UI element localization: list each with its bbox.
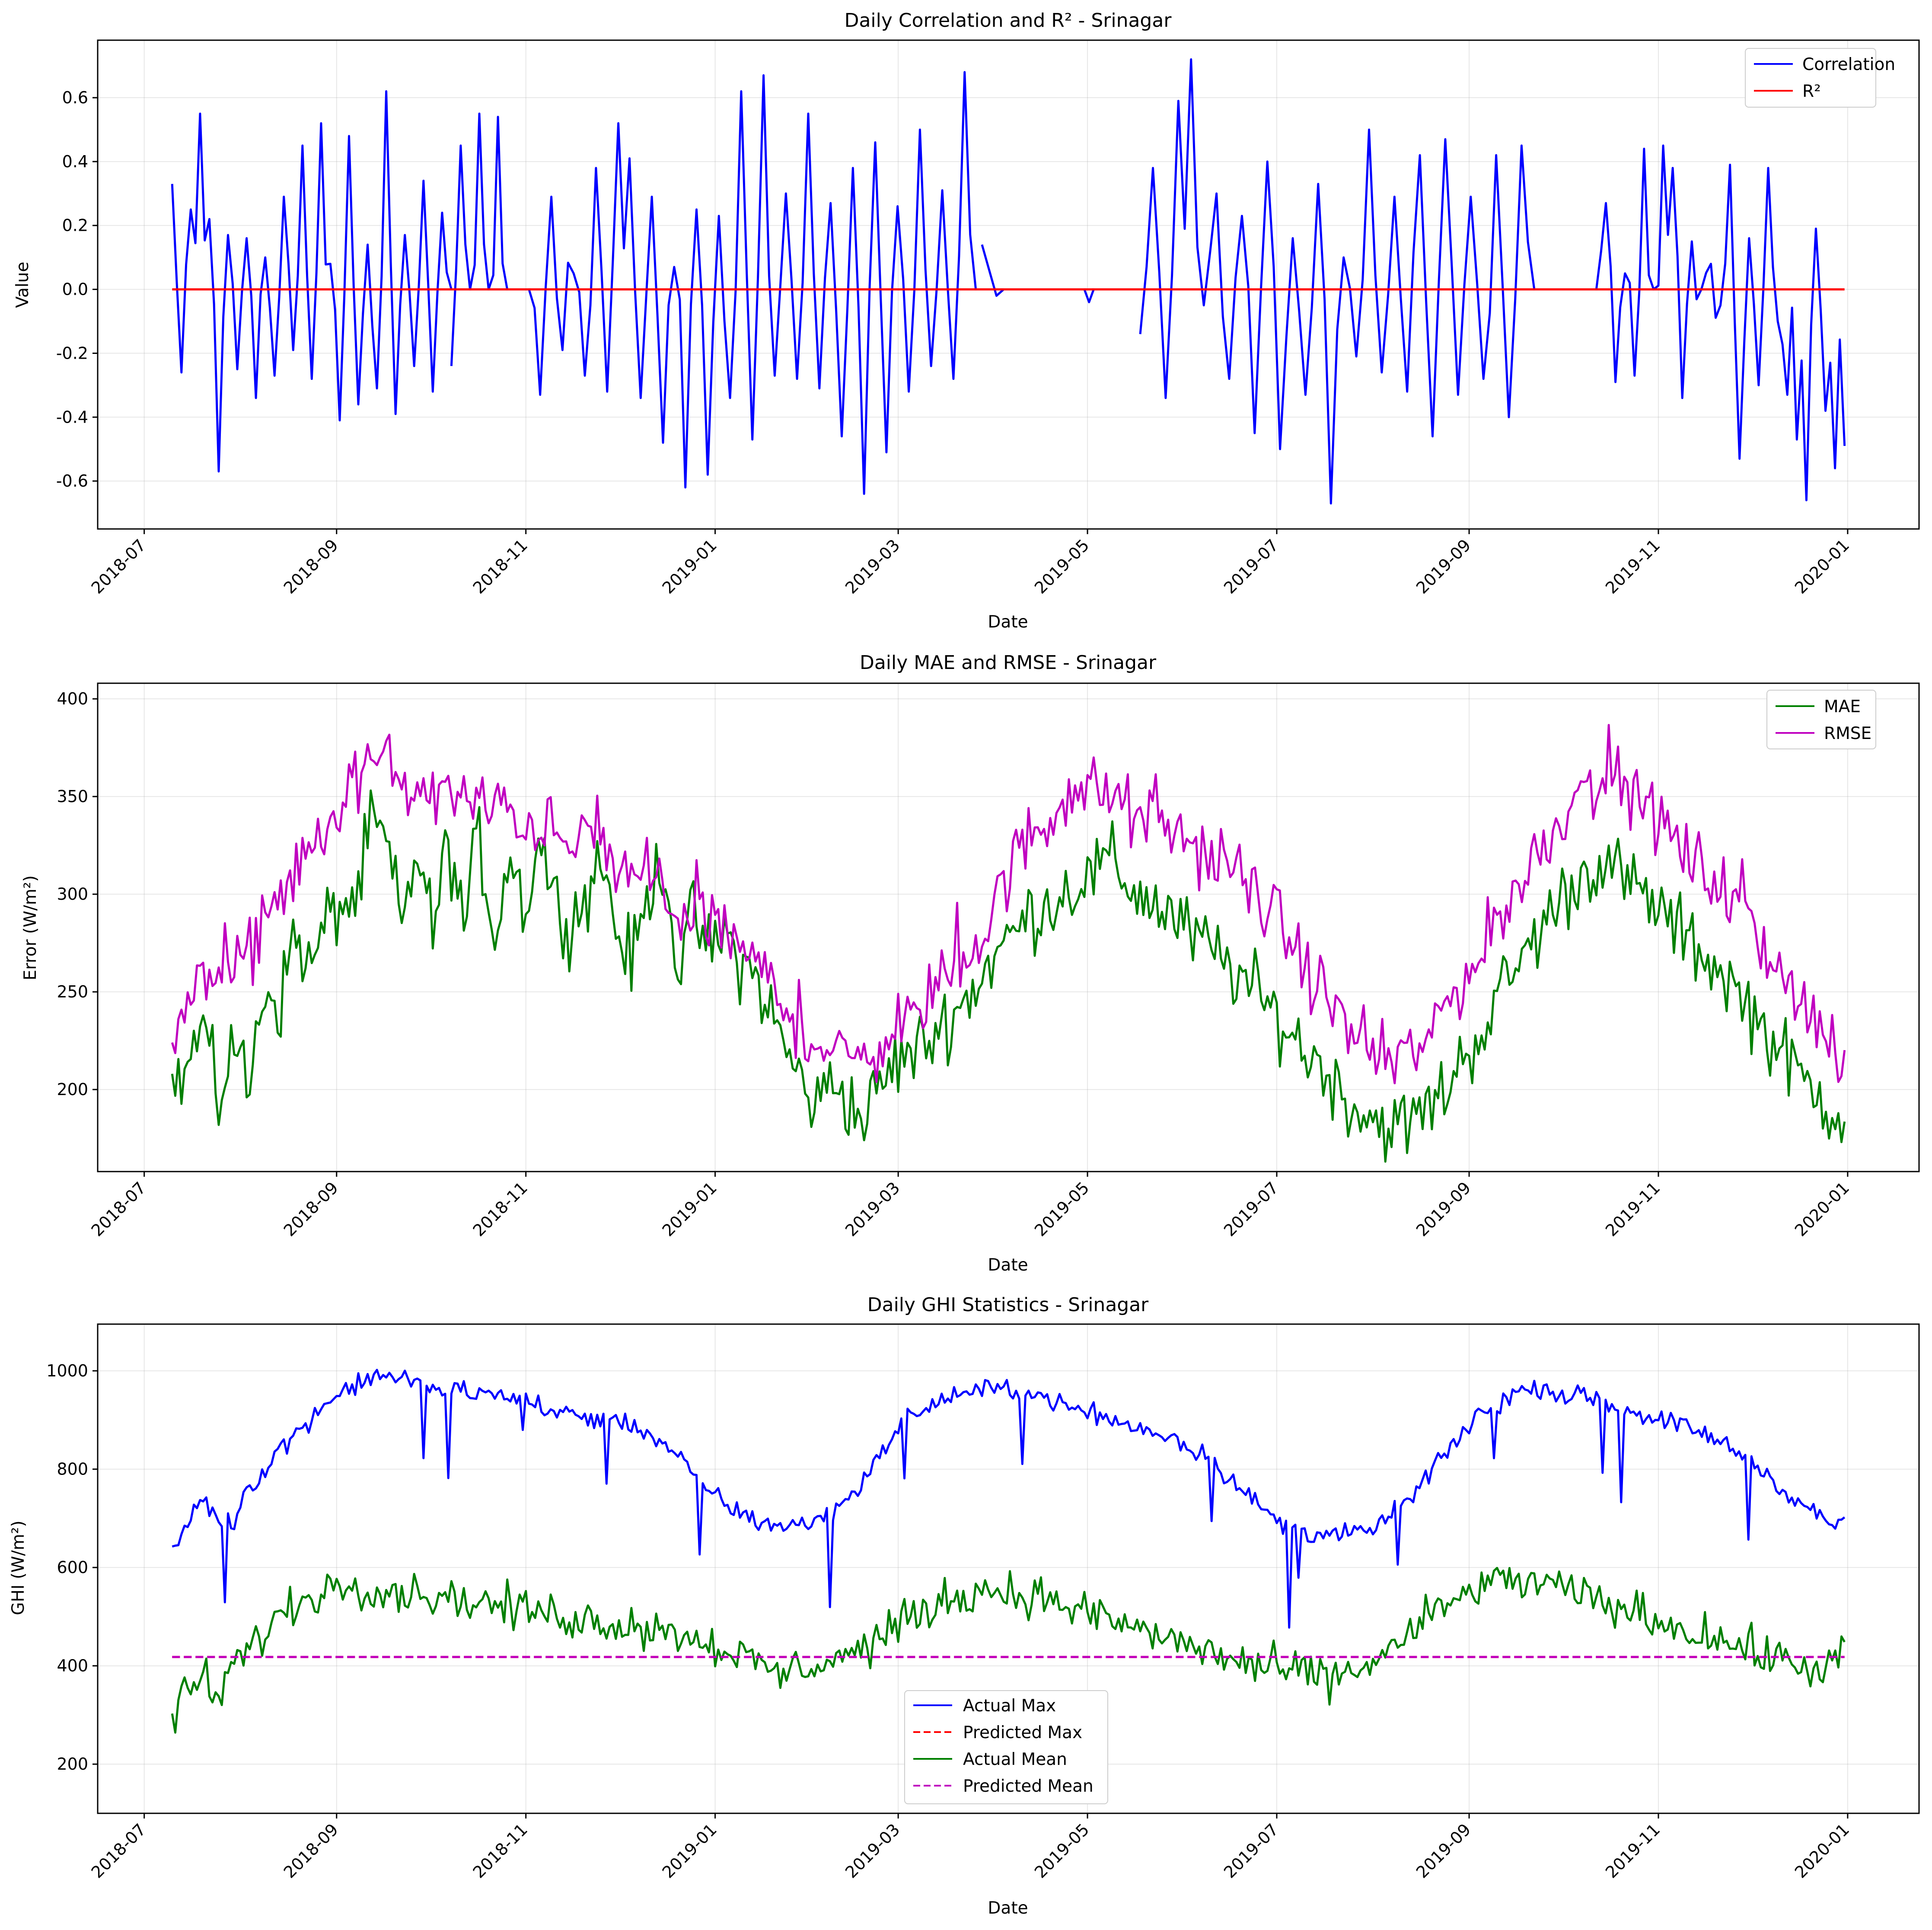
y-tick-label: 800 xyxy=(57,1460,88,1479)
series-RMSE xyxy=(171,724,1846,1084)
x-axis-label: Date xyxy=(988,612,1028,632)
legend-label: Correlation xyxy=(1802,55,1895,74)
series-line xyxy=(1083,289,1095,303)
y-tick-label: 250 xyxy=(57,982,88,1001)
legend-box xyxy=(904,1690,1108,1804)
y-axis-label: GHI (W/m²) xyxy=(9,1520,28,1615)
plot-frame xyxy=(97,39,1920,530)
legend-box xyxy=(1766,690,1876,749)
y-tick-label: 300 xyxy=(57,885,88,904)
series-line xyxy=(171,724,1846,1084)
series-Correlation xyxy=(171,58,1846,505)
y-tick-label: 200 xyxy=(57,1755,88,1774)
legend: MAE RMSE xyxy=(1766,690,1876,749)
x-axis-label: Date xyxy=(988,1255,1028,1275)
y-tick-label: 0.4 xyxy=(62,152,88,171)
legend-label: RMSE xyxy=(1824,724,1871,743)
series-line xyxy=(171,789,1846,1163)
series-line xyxy=(528,71,977,495)
series-line xyxy=(171,90,453,473)
y-tick-label: -0.2 xyxy=(56,344,88,363)
x-axis-label: Date xyxy=(988,1898,1028,1918)
series-line xyxy=(171,1567,1846,1734)
series-MAE xyxy=(171,789,1846,1163)
series-line xyxy=(450,112,509,366)
series-line xyxy=(172,1369,1846,1629)
y-tick-label: 0.2 xyxy=(62,216,88,235)
legend-label: Actual Max xyxy=(963,1696,1056,1716)
y-tick-label: 400 xyxy=(57,1656,88,1675)
legend-label: MAE xyxy=(1824,697,1861,717)
y-tick-label: 400 xyxy=(57,689,88,708)
series-Actual Max xyxy=(172,1369,1846,1629)
legend: Correlation R² xyxy=(1745,48,1895,108)
legend-label: R² xyxy=(1802,82,1821,101)
series-line xyxy=(1595,144,1846,501)
y-axis-label: Value xyxy=(13,261,32,308)
y-tick-label: 0.0 xyxy=(62,280,88,299)
chart-title: Daily MAE and RMSE - Srinagar xyxy=(860,652,1157,674)
legend-label: Actual Mean xyxy=(963,1750,1067,1769)
legend: Actual Max Predicted Max Actual Mean Pre… xyxy=(904,1690,1108,1804)
y-axis-label: Error (W/m²) xyxy=(21,875,40,980)
legend-label: Predicted Mean xyxy=(963,1777,1094,1796)
series-line xyxy=(1139,58,1536,505)
y-tick-label: -0.4 xyxy=(56,408,88,427)
y-tick-label: 1000 xyxy=(46,1361,88,1380)
chart-title: Daily Correlation and R² - Srinagar xyxy=(845,10,1172,32)
panel-mae-rmse: Daily MAE and RMSE - Srinagar Error (W/m… xyxy=(21,652,1157,1275)
panel-ghi: Daily GHI Statistics - Srinagar GHI (W/m… xyxy=(9,1294,1149,1918)
series-Actual Mean xyxy=(171,1567,1846,1734)
y-tick-label: 200 xyxy=(57,1080,88,1099)
plot-frame xyxy=(97,682,1920,1172)
y-tick-label: -0.6 xyxy=(56,471,88,490)
chart-title: Daily GHI Statistics - Srinagar xyxy=(867,1294,1149,1316)
plot-frame xyxy=(97,1323,1920,1814)
y-tick-label: 600 xyxy=(57,1558,88,1577)
panel-correlation: Daily Correlation and R² - Srinagar Valu… xyxy=(13,10,1172,632)
legend-label: Predicted Max xyxy=(963,1723,1082,1742)
y-tick-label: 350 xyxy=(57,787,88,806)
y-tick-label: 0.6 xyxy=(62,88,88,107)
series-line xyxy=(981,244,1004,297)
